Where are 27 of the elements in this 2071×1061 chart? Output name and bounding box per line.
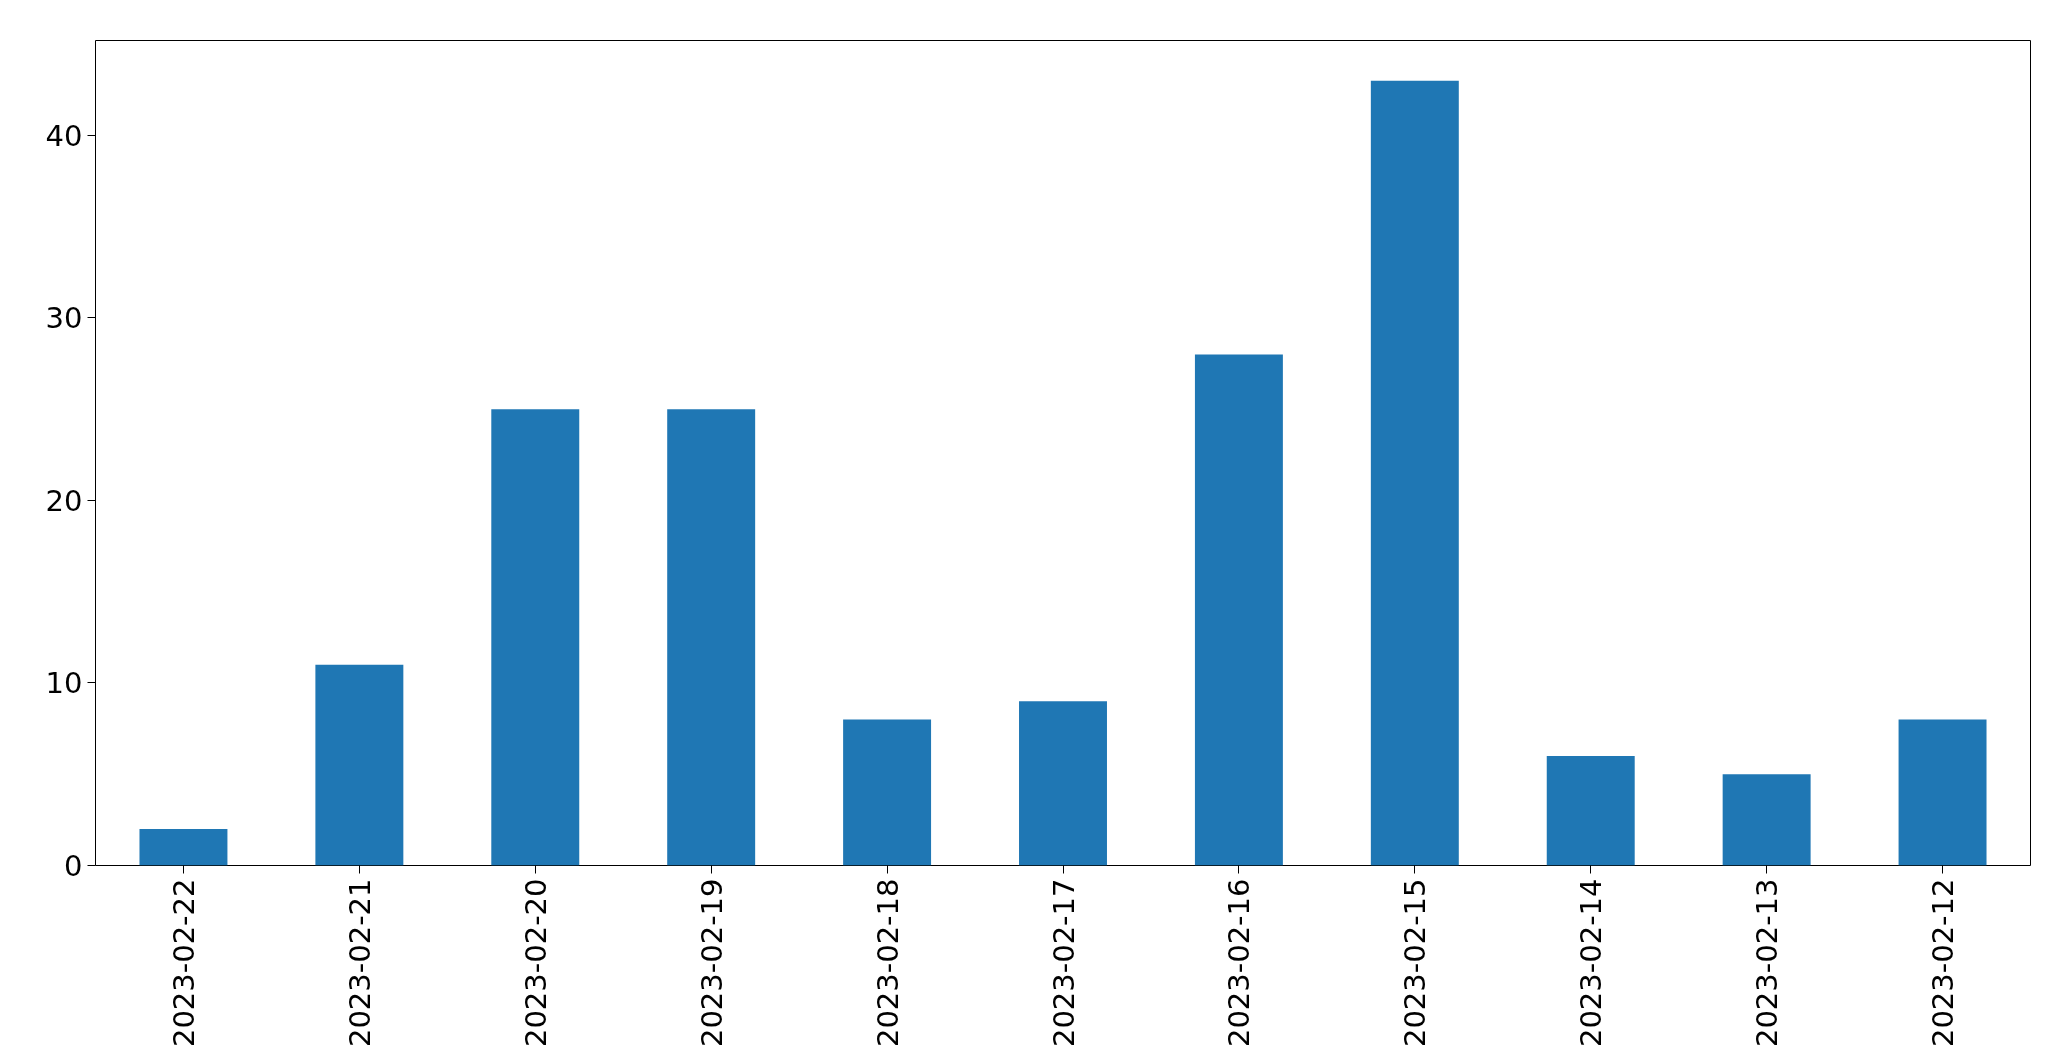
y-tick-label: 10 bbox=[45, 666, 83, 701]
x-tick-label: 2023-02-15 bbox=[1398, 878, 1433, 1048]
bar bbox=[1019, 701, 1107, 866]
bar bbox=[667, 409, 756, 866]
x-tick-label: 2023-02-12 bbox=[1926, 878, 1961, 1048]
x-tick-label: 2023-02-13 bbox=[1750, 878, 1785, 1048]
y-tick-label: 40 bbox=[45, 118, 83, 153]
y-tick-label: 20 bbox=[45, 483, 83, 518]
bar bbox=[1194, 354, 1283, 866]
bar bbox=[1898, 719, 1987, 866]
bar bbox=[139, 829, 228, 866]
y-tick-label: 30 bbox=[45, 301, 83, 336]
x-tick-label: 2023-02-14 bbox=[1574, 878, 1609, 1048]
bar bbox=[843, 719, 932, 866]
x-tick-label: 2023-02-18 bbox=[870, 878, 905, 1048]
bar bbox=[1370, 80, 1459, 866]
bar bbox=[315, 664, 404, 866]
x-tick-label: 2023-02-22 bbox=[166, 878, 201, 1048]
x-tick-label: 2023-02-17 bbox=[1046, 878, 1081, 1048]
y-tick-label: 0 bbox=[64, 849, 83, 883]
x-tick-label: 2023-02-19 bbox=[694, 878, 729, 1048]
bar bbox=[1722, 774, 1811, 866]
x-tick-label: 2023-02-16 bbox=[1222, 878, 1257, 1048]
bar bbox=[491, 409, 580, 866]
x-tick-label: 2023-02-21 bbox=[342, 878, 377, 1048]
bar bbox=[1546, 755, 1635, 866]
x-tick-label: 2023-02-20 bbox=[518, 878, 553, 1048]
